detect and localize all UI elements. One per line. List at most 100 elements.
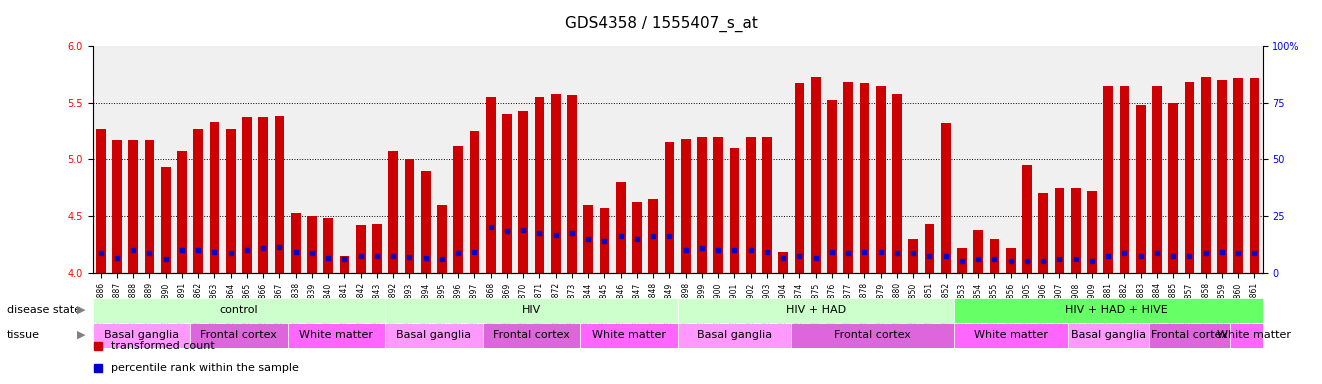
FancyBboxPatch shape (1229, 323, 1278, 348)
Bar (795, 83, 804, 273)
Text: Frontal cortex: Frontal cortex (201, 330, 278, 340)
Bar (1136, 105, 1145, 273)
Text: percentile rank within the sample: percentile rank within the sample (111, 363, 299, 373)
Bar (291, 213, 300, 273)
Bar (681, 139, 690, 273)
Bar (1233, 78, 1243, 273)
Bar (599, 208, 609, 273)
Text: ▶: ▶ (78, 305, 86, 315)
Text: Frontal cortex: Frontal cortex (1151, 330, 1228, 340)
Bar (324, 218, 333, 273)
Bar (632, 202, 641, 273)
Bar (1071, 188, 1080, 273)
Bar (95, 129, 106, 273)
Text: transformed count: transformed count (111, 341, 214, 351)
Text: Frontal cortex: Frontal cortex (834, 330, 911, 340)
Bar (697, 137, 707, 273)
Bar (892, 94, 902, 273)
Text: Basal ganglia: Basal ganglia (697, 330, 772, 340)
Bar (746, 137, 756, 273)
Bar (648, 199, 658, 273)
Bar (1218, 80, 1227, 273)
FancyBboxPatch shape (385, 323, 483, 348)
Bar (518, 111, 527, 273)
FancyBboxPatch shape (1149, 323, 1229, 348)
Bar (973, 230, 984, 273)
FancyBboxPatch shape (792, 323, 953, 348)
Bar (957, 248, 966, 273)
Text: control: control (219, 305, 258, 315)
FancyBboxPatch shape (93, 323, 190, 348)
Text: White matter: White matter (973, 330, 1047, 340)
FancyBboxPatch shape (190, 323, 287, 348)
Bar (420, 170, 431, 273)
Bar (714, 137, 723, 273)
Bar (177, 151, 186, 273)
Text: disease state: disease state (7, 305, 81, 315)
FancyBboxPatch shape (677, 323, 792, 348)
Bar (371, 224, 382, 273)
Bar (1151, 86, 1162, 273)
Bar (810, 77, 821, 273)
Bar (1006, 248, 1015, 273)
FancyBboxPatch shape (1067, 323, 1149, 348)
Bar (1120, 86, 1129, 273)
FancyBboxPatch shape (953, 323, 1067, 348)
Bar (989, 239, 999, 273)
FancyBboxPatch shape (93, 298, 385, 323)
Bar (859, 83, 870, 273)
Bar (502, 114, 512, 273)
Bar (112, 140, 122, 273)
Text: White matter: White matter (1218, 330, 1292, 340)
Text: HIV + HAD: HIV + HAD (785, 305, 846, 315)
Bar (583, 205, 594, 273)
Bar (453, 146, 463, 273)
Bar (567, 95, 576, 273)
Bar (242, 118, 251, 273)
Bar (1104, 86, 1113, 273)
Bar (209, 122, 219, 273)
Bar (307, 216, 317, 273)
Bar (356, 225, 365, 273)
Bar (616, 182, 625, 273)
Bar (275, 116, 284, 273)
Bar (1038, 193, 1048, 273)
Bar (941, 123, 951, 273)
Text: Basal ganglia: Basal ganglia (397, 330, 472, 340)
Bar (730, 148, 739, 273)
FancyBboxPatch shape (953, 298, 1278, 323)
Bar (405, 159, 414, 273)
Text: ▶: ▶ (78, 330, 86, 340)
Bar (875, 86, 886, 273)
Text: Frontal cortex: Frontal cortex (493, 330, 570, 340)
Bar (193, 129, 204, 273)
Bar (843, 82, 853, 273)
Bar (1022, 165, 1031, 273)
FancyBboxPatch shape (385, 298, 677, 323)
Bar (924, 224, 935, 273)
Bar (1087, 191, 1097, 273)
FancyBboxPatch shape (483, 323, 580, 348)
Bar (144, 140, 155, 273)
Bar (1200, 77, 1211, 273)
Bar (340, 256, 349, 273)
Bar (908, 239, 917, 273)
Text: GDS4358 / 1555407_s_at: GDS4358 / 1555407_s_at (564, 15, 758, 31)
FancyBboxPatch shape (580, 323, 677, 348)
Bar (1249, 78, 1260, 273)
Text: HIV: HIV (522, 305, 541, 315)
Bar (485, 97, 496, 273)
Bar (1055, 188, 1064, 273)
Bar (469, 131, 480, 273)
Bar (128, 140, 137, 273)
Bar (761, 137, 772, 273)
Bar (389, 151, 398, 273)
Bar (161, 167, 171, 273)
Bar (1185, 82, 1194, 273)
FancyBboxPatch shape (677, 298, 953, 323)
Bar (1169, 103, 1178, 273)
Text: White matter: White matter (592, 330, 666, 340)
Text: Basal ganglia: Basal ganglia (1071, 330, 1146, 340)
Bar (226, 129, 235, 273)
Bar (534, 97, 545, 273)
